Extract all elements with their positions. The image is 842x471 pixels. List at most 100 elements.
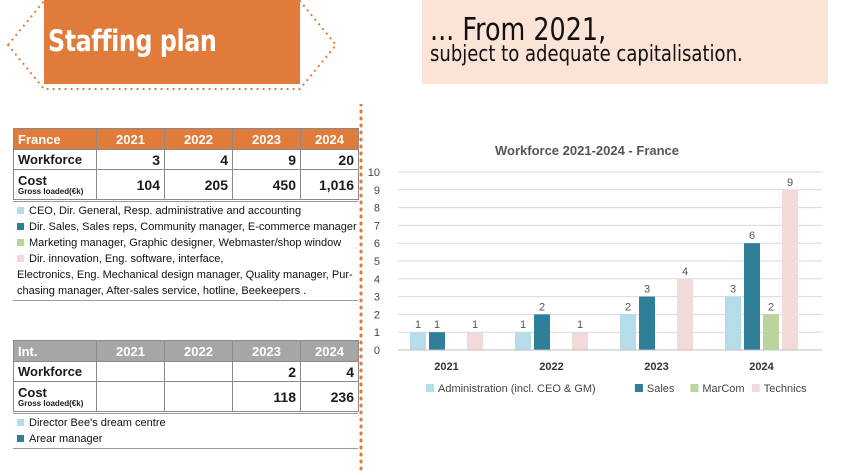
role-list-item: Director Bee's dream centre (17, 415, 166, 431)
table-header-row: Int. 2021 2022 2023 2024 (13, 340, 359, 362)
chart-title: Workforce 2021-2024 - France (495, 143, 679, 158)
table-cell: 4 (300, 361, 359, 382)
x-tick-label: 2024 (749, 361, 774, 373)
role-list-item: CEO, Dir. General, Resp. administrative … (17, 203, 357, 219)
separator-line (13, 201, 358, 202)
table-header-cell: 2021 (96, 128, 165, 150)
cost-sublabel: Gross loaded(€k) (18, 399, 84, 408)
cost-label: Cost (18, 385, 47, 400)
bar (515, 332, 531, 350)
bar (572, 332, 588, 350)
legend-swatch (690, 384, 699, 392)
table-cell: 205 (164, 169, 233, 200)
bar (534, 314, 550, 350)
table-cell: 3 (96, 149, 165, 170)
y-tick-label: 3 (374, 292, 380, 304)
role-list-text: Arear manager (29, 433, 103, 445)
role-list-text: Marketing manager, Graphic designer, Web… (29, 237, 342, 249)
data-label: 9 (787, 177, 793, 189)
role-list-item: chasing manager, After-sales service, ho… (17, 283, 357, 299)
table-cell (96, 361, 165, 382)
table-header-cell: Int. (13, 340, 97, 362)
bar (677, 278, 693, 350)
role-list-item: Electronics, Eng. Mechanical design mana… (17, 267, 357, 283)
legend-swatch (426, 384, 434, 392)
y-tick-label: 2 (374, 309, 380, 321)
table-cell: 104 (96, 169, 165, 200)
international-staffing-table: Int. 2021 2022 2023 2024 Workforce 2 4 C… (13, 340, 359, 412)
table-row: Workforce 2 4 (13, 361, 359, 382)
table-cell (164, 381, 233, 412)
table-header-row: France 2021 2022 2023 2024 (13, 128, 359, 150)
separator-line (13, 413, 358, 414)
data-label: 3 (730, 284, 736, 296)
workforce-bar-chart: Workforce 2021-2024 - France 0 1 2 3 4 5 6 7 8 9 10… (368, 143, 822, 395)
role-list-text: Director Bee's dream centre (29, 417, 166, 429)
data-label: 3 (644, 284, 650, 296)
bar (725, 296, 741, 350)
data-label: 2 (625, 301, 631, 313)
role-list-text: chasing manager, After-sales service, ho… (17, 285, 307, 297)
banner-shape (6, 0, 338, 90)
role-list-text: Electronics, Eng. Mechanical design mana… (17, 269, 353, 281)
france-staffing-table: France 2021 2022 2023 2024 Workforce 3 4… (13, 128, 359, 200)
bar (467, 332, 483, 350)
table-header-cell: 2021 (96, 340, 165, 362)
table-cell: 118 (232, 381, 301, 412)
row-label: Cost Gross loaded(€k) (13, 169, 97, 200)
table-header-cell: 2024 (300, 340, 359, 362)
table-cell: 20 (300, 149, 359, 170)
france-roles-list: CEO, Dir. General, Resp. administrative … (17, 203, 357, 299)
title-banner: Staffing plan (0, 0, 345, 90)
subtitle-box: ... From 2021, subject to adequate capit… (422, 0, 828, 84)
x-tick-label: 2022 (539, 361, 563, 373)
legend-swatch (17, 255, 24, 262)
y-tick-label: 5 (374, 256, 380, 268)
legend-swatch (634, 384, 643, 392)
table-cell: 450 (232, 169, 301, 200)
bar (620, 314, 636, 350)
legend-label: MarCom (702, 383, 744, 395)
y-tick-label: 1 (374, 327, 380, 339)
bar (744, 243, 760, 350)
table-header-cell: 2024 (300, 128, 359, 150)
y-tick-label: 6 (374, 238, 380, 250)
legend-label: Sales (647, 383, 675, 395)
bar (429, 332, 445, 350)
legend-swatch (17, 435, 24, 442)
x-tick-label: 2023 (644, 361, 668, 373)
bar (410, 332, 426, 350)
data-label: 6 (749, 230, 755, 242)
legend-label: Administration (incl. CEO & GM) (438, 383, 596, 395)
bar (639, 296, 655, 350)
separator-line (13, 448, 358, 449)
x-tick-label: 2021 (434, 361, 458, 373)
table-cell: 4 (164, 149, 233, 170)
y-tick-label: 8 (374, 203, 380, 215)
role-list-text: Dir. innovation, Eng. software, interfac… (29, 253, 224, 265)
data-label: 1 (520, 319, 526, 331)
role-list-text: CEO, Dir. General, Resp. administrative … (29, 205, 302, 217)
data-label: 4 (682, 266, 688, 278)
data-label: 1 (577, 319, 583, 331)
data-label: 1 (434, 319, 440, 331)
table-row: Cost Gross loaded(€k) 104 205 450 1,016 (13, 169, 359, 200)
table-cell: 1,016 (300, 169, 359, 200)
data-label: 2 (768, 301, 774, 313)
table-header-cell: 2023 (232, 340, 301, 362)
legend-swatch (751, 384, 760, 392)
data-label: 2 (539, 301, 545, 313)
role-list-item: Dir. innovation, Eng. software, interfac… (17, 251, 357, 267)
y-tick-label: 7 (374, 220, 380, 232)
data-label: 1 (415, 319, 421, 331)
separator-line (13, 300, 358, 301)
row-label: Workforce (13, 149, 97, 170)
y-tick-label: 9 (374, 185, 380, 197)
cost-label: Cost (18, 173, 47, 188)
table-row: Cost Gross loaded(€k) 118 236 (13, 381, 359, 412)
legend-swatch (17, 419, 24, 426)
data-label: 1 (472, 319, 478, 331)
table-cell: 236 (300, 381, 359, 412)
legend-swatch (17, 239, 24, 246)
table-header-cell: 2023 (232, 128, 301, 150)
